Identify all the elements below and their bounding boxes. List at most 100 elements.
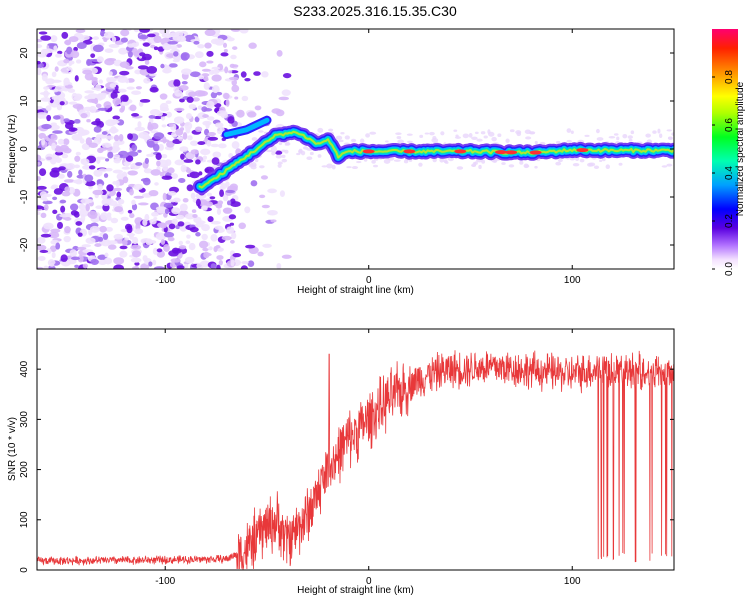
noise-blob	[82, 164, 92, 170]
halo-blob	[456, 166, 464, 170]
noise-blob	[161, 124, 167, 128]
noise-blob	[63, 77, 70, 86]
noise-blob	[182, 197, 189, 203]
noise-blob	[133, 29, 140, 33]
halo-blob	[666, 129, 673, 132]
noise-blob	[206, 140, 212, 147]
halo-blob	[365, 133, 371, 138]
noise-blob	[70, 256, 80, 261]
halo-blob	[476, 138, 483, 142]
noise-blob	[253, 71, 261, 76]
noise-blob	[169, 63, 178, 68]
halo-blob	[471, 136, 478, 140]
noise-blob	[96, 56, 104, 63]
halo-blob	[271, 151, 276, 156]
noise-blob	[134, 126, 146, 132]
halo-blob	[661, 165, 668, 168]
noise-blob	[88, 165, 96, 170]
noise-blob	[206, 50, 214, 57]
noise-blob	[37, 185, 47, 190]
noise-blob	[211, 74, 222, 82]
noise-blob	[75, 151, 81, 156]
halo-blob	[557, 158, 563, 163]
noise-blob	[130, 257, 142, 263]
noise-blob	[119, 70, 130, 76]
noise-blob	[58, 166, 66, 171]
noise-blob	[112, 181, 118, 185]
noise-blob	[223, 48, 228, 53]
noise-blob	[120, 37, 128, 43]
noise-blob	[43, 204, 49, 211]
noise-blob	[232, 252, 242, 258]
noise-blob	[70, 50, 80, 59]
noise-blob	[167, 191, 177, 196]
noise-blob	[41, 193, 52, 198]
noise-blob	[215, 204, 223, 209]
noise-blob	[134, 228, 144, 235]
noise-blob	[206, 192, 213, 197]
noise-blob	[73, 46, 78, 52]
noise-blob	[144, 213, 150, 222]
noise-blob	[119, 61, 130, 69]
noise-blob	[150, 130, 159, 134]
halo-blob	[344, 135, 350, 140]
noise-blob	[37, 205, 44, 210]
noise-blob	[202, 247, 209, 252]
noise-blob	[49, 124, 60, 131]
halo-blob	[317, 127, 324, 133]
halo-blob	[468, 133, 473, 138]
noise-blob	[55, 157, 62, 164]
noise-blob	[238, 222, 247, 230]
noise-blob	[40, 212, 47, 219]
noise-blob	[40, 35, 52, 41]
noise-blob	[165, 100, 172, 105]
noise-blob	[194, 51, 204, 59]
noise-blob	[207, 136, 219, 141]
noise-blob	[126, 86, 135, 90]
noise-blob	[184, 121, 193, 130]
noise-blob	[210, 220, 221, 225]
noise-blob	[137, 202, 149, 206]
noise-blob	[137, 121, 142, 129]
noise-blob	[156, 160, 161, 167]
colorbar: 0.0 0.2 0.4 0.6 0.8 Normalized spectral ampl…	[712, 29, 746, 276]
noise-blob	[281, 89, 291, 96]
noise-blob	[113, 158, 121, 164]
noise-blob	[206, 100, 215, 109]
noise-blob	[169, 32, 180, 38]
noise-blob	[161, 154, 168, 159]
noise-blob	[84, 90, 95, 94]
noise-blob	[54, 85, 65, 92]
noise-blob	[196, 262, 205, 269]
noise-blob	[77, 232, 83, 237]
noise-blob	[131, 90, 142, 95]
noise-blob	[71, 127, 78, 132]
halo-blob	[566, 139, 572, 143]
noise-blob	[100, 30, 105, 37]
noise-blob	[78, 203, 86, 211]
noise-blob	[228, 152, 234, 159]
chart-title: S233.2025.316.15.35.C30	[293, 3, 457, 19]
halo-blob	[403, 159, 409, 164]
noise-blob	[153, 46, 159, 51]
noise-blob	[178, 240, 184, 246]
noise-blob	[132, 236, 139, 245]
noise-blob	[173, 79, 181, 87]
halo-blob	[259, 165, 265, 169]
noise-blob	[202, 75, 209, 81]
noise-blob	[144, 157, 149, 164]
halo-blob	[418, 162, 423, 167]
noise-blob	[261, 204, 270, 209]
noise-blob	[225, 189, 235, 194]
noise-blob	[105, 167, 113, 172]
noise-blob	[224, 66, 229, 74]
noise-blob	[131, 113, 140, 117]
noise-blob	[199, 61, 207, 68]
noise-blob	[159, 222, 168, 229]
noise-blob	[37, 176, 41, 182]
noise-blob	[247, 260, 255, 268]
noise-blob	[145, 238, 153, 246]
halo-blob	[474, 131, 479, 135]
halo-blob	[277, 163, 282, 168]
